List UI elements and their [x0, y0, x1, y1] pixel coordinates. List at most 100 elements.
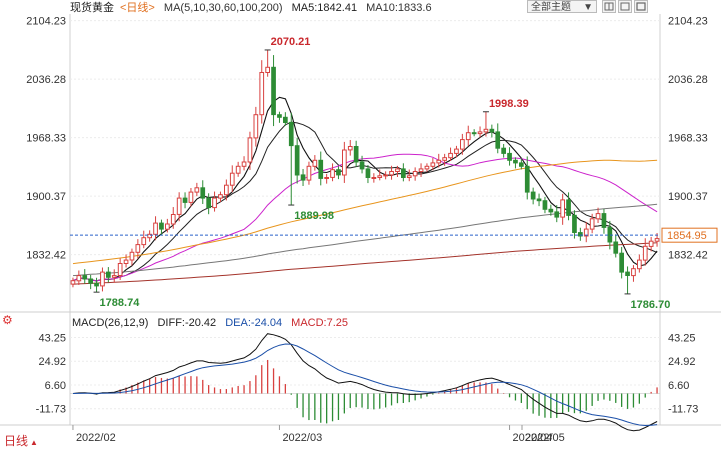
candle — [631, 268, 636, 277]
macd-diff-line — [72, 333, 658, 432]
theme-select[interactable]: 全部主题 ▼ — [527, 0, 597, 13]
price-tick-label-left: 1832.42 — [26, 250, 66, 262]
candle — [123, 259, 129, 265]
candle — [501, 147, 506, 154]
macd-tick-label-left: -11.73 — [36, 404, 66, 416]
candle — [619, 252, 624, 273]
macd-title[interactable]: MACD(26,12,9) — [72, 317, 149, 329]
macd-dea-line — [72, 343, 658, 427]
period-switch-button[interactable]: 日线 ▲ — [4, 432, 38, 449]
candle — [507, 152, 512, 161]
candle — [566, 199, 571, 216]
symbol-title[interactable]: 现货黄金 — [70, 2, 114, 14]
candle — [88, 278, 94, 284]
candle — [106, 271, 111, 278]
candle — [229, 172, 235, 186]
candle — [330, 169, 335, 178]
macd-tick-label-right: 43.25 — [668, 332, 696, 344]
macd-tick-label-left: 6.60 — [45, 380, 66, 392]
gear-icon[interactable]: ⚙ — [2, 313, 13, 327]
current-price-tag — [661, 227, 718, 243]
candle — [218, 194, 223, 199]
candle — [572, 214, 577, 234]
candle — [578, 232, 583, 237]
macd-header: MACD(26,12,9) DIFF:-20.42 DEA:-24.04 MAC… — [72, 316, 354, 330]
candle — [306, 165, 312, 181]
grid-toggle-button[interactable] — [602, 0, 616, 13]
price-tick-label-left: 2104.23 — [26, 16, 66, 28]
macd-value: MACD:7.25 — [291, 317, 349, 329]
annotation-label: 1788.74 — [100, 297, 141, 309]
candle — [406, 175, 412, 179]
ma-line-ma5 — [72, 96, 658, 282]
candle — [601, 213, 607, 228]
candle — [100, 271, 105, 287]
candle — [548, 208, 554, 213]
candle — [448, 152, 453, 159]
candle — [642, 245, 648, 261]
candle — [70, 280, 76, 285]
chevron-down-icon: ▼ — [583, 2, 593, 13]
price-tick-label-right: 1832.42 — [668, 250, 708, 262]
candle — [347, 146, 353, 151]
macd-diff: DIFF:-20.42 — [157, 317, 217, 329]
maximize-icon — [636, 2, 646, 11]
candle — [247, 137, 253, 163]
ma-params[interactable]: MA(5,10,30,60,100,200) — [163, 2, 283, 14]
candle — [595, 213, 601, 220]
period-label[interactable]: <日线> — [120, 2, 155, 14]
candle — [589, 218, 595, 230]
candle — [182, 197, 188, 203]
candle — [141, 237, 147, 246]
candle — [483, 128, 489, 133]
candle — [383, 174, 388, 177]
candle — [460, 139, 465, 150]
ma-line-ma100 — [72, 203, 658, 277]
x-tick-label: 2022/03 — [282, 432, 322, 444]
x-tick-label: 2022/04 — [513, 432, 553, 444]
macd-tick-label-right: 6.60 — [668, 380, 689, 392]
candle — [436, 159, 442, 164]
candle — [224, 184, 229, 196]
candle — [277, 114, 282, 118]
candle — [442, 157, 447, 161]
candle — [129, 251, 135, 261]
candle — [401, 168, 406, 178]
candle — [318, 159, 324, 179]
price-tick-label-right: 1968.33 — [668, 133, 708, 145]
candle — [519, 162, 524, 167]
candle — [111, 275, 117, 278]
candle — [495, 131, 501, 149]
candle — [176, 197, 182, 215]
candle — [342, 149, 347, 176]
candle — [637, 259, 642, 270]
candle — [554, 211, 560, 218]
ma10-value: MA10:1833.6 — [366, 2, 432, 14]
annotation-label: 1889.98 — [294, 210, 334, 222]
moving-average-lines — [72, 96, 658, 285]
maximize-button[interactable] — [634, 0, 648, 13]
candle — [117, 263, 123, 276]
candle — [188, 191, 194, 203]
candle — [259, 72, 265, 116]
ma-line-ma60 — [72, 159, 658, 265]
ma-line-ma200 — [72, 242, 658, 285]
candle — [147, 233, 153, 239]
candle — [312, 159, 318, 167]
macd-panel — [70, 333, 660, 432]
candle — [194, 187, 200, 193]
candle — [265, 66, 270, 74]
candle — [418, 168, 424, 172]
chevron-up-icon: ▲ — [30, 438, 38, 447]
candle — [212, 197, 217, 209]
candle — [489, 128, 495, 133]
current-price-label: 1854.95 — [667, 230, 707, 242]
annotation-label: 1786.70 — [631, 299, 671, 311]
candle — [471, 132, 477, 135]
candle — [530, 191, 536, 200]
candle — [241, 161, 247, 167]
candle — [583, 228, 589, 237]
candle — [524, 165, 530, 193]
window-toggle-button[interactable] — [618, 0, 632, 13]
